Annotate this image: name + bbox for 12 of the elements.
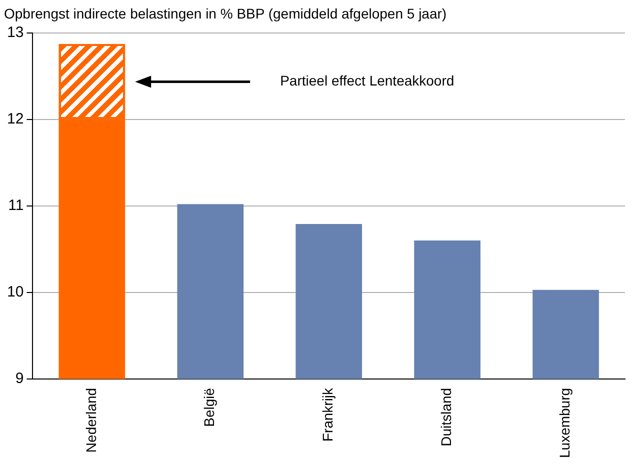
x-tick-label: Frankrijk <box>320 386 336 442</box>
chart-title: Opbrengst indirecte belastingen in % BBP (gemiddeld afgelopen 5 jaar) <box>4 5 447 22</box>
x-tick-label: België <box>201 388 218 427</box>
y-tick-label: 10 <box>6 284 24 301</box>
y-tick-label: 13 <box>6 24 24 41</box>
x-tick-label: Duitsland <box>438 388 454 446</box>
x-tick-label: Nederland <box>82 388 99 453</box>
annotation: Partieel effect Lenteakkoord <box>280 72 454 89</box>
y-tick-label: 12 <box>6 110 24 128</box>
x-tick-label: Luxemburg <box>556 388 573 458</box>
y-tick-label: 11 <box>8 197 24 214</box>
y-tick-label: 9 <box>15 370 24 388</box>
